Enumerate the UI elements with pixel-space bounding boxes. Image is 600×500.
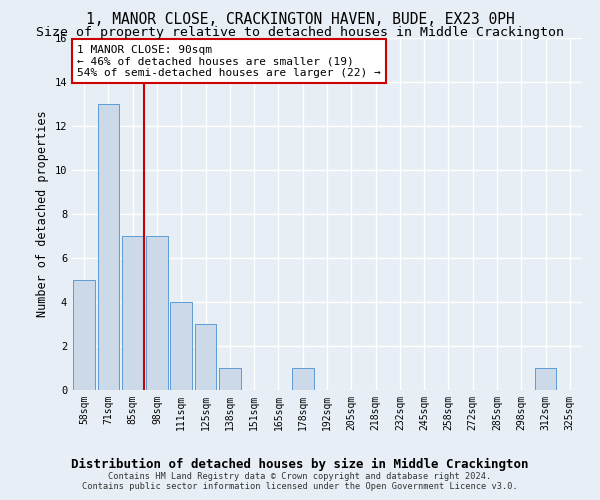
- Text: Contains HM Land Registry data © Crown copyright and database right 2024.: Contains HM Land Registry data © Crown c…: [109, 472, 491, 481]
- Bar: [170, 302, 192, 390]
- Y-axis label: Number of detached properties: Number of detached properties: [36, 110, 49, 317]
- Text: 1 MANOR CLOSE: 90sqm
← 46% of detached houses are smaller (19)
54% of semi-detac: 1 MANOR CLOSE: 90sqm ← 46% of detached h…: [77, 44, 381, 78]
- Bar: [194, 324, 217, 390]
- Text: Size of property relative to detached houses in Middle Crackington: Size of property relative to detached ho…: [36, 26, 564, 39]
- Bar: [219, 368, 241, 390]
- Bar: [535, 368, 556, 390]
- Bar: [97, 104, 119, 390]
- Bar: [146, 236, 168, 390]
- Bar: [122, 236, 143, 390]
- Text: Distribution of detached houses by size in Middle Crackington: Distribution of detached houses by size …: [71, 458, 529, 470]
- Bar: [73, 280, 95, 390]
- Bar: [292, 368, 314, 390]
- Text: Contains public sector information licensed under the Open Government Licence v3: Contains public sector information licen…: [82, 482, 518, 491]
- Text: 1, MANOR CLOSE, CRACKINGTON HAVEN, BUDE, EX23 0PH: 1, MANOR CLOSE, CRACKINGTON HAVEN, BUDE,…: [86, 12, 514, 28]
